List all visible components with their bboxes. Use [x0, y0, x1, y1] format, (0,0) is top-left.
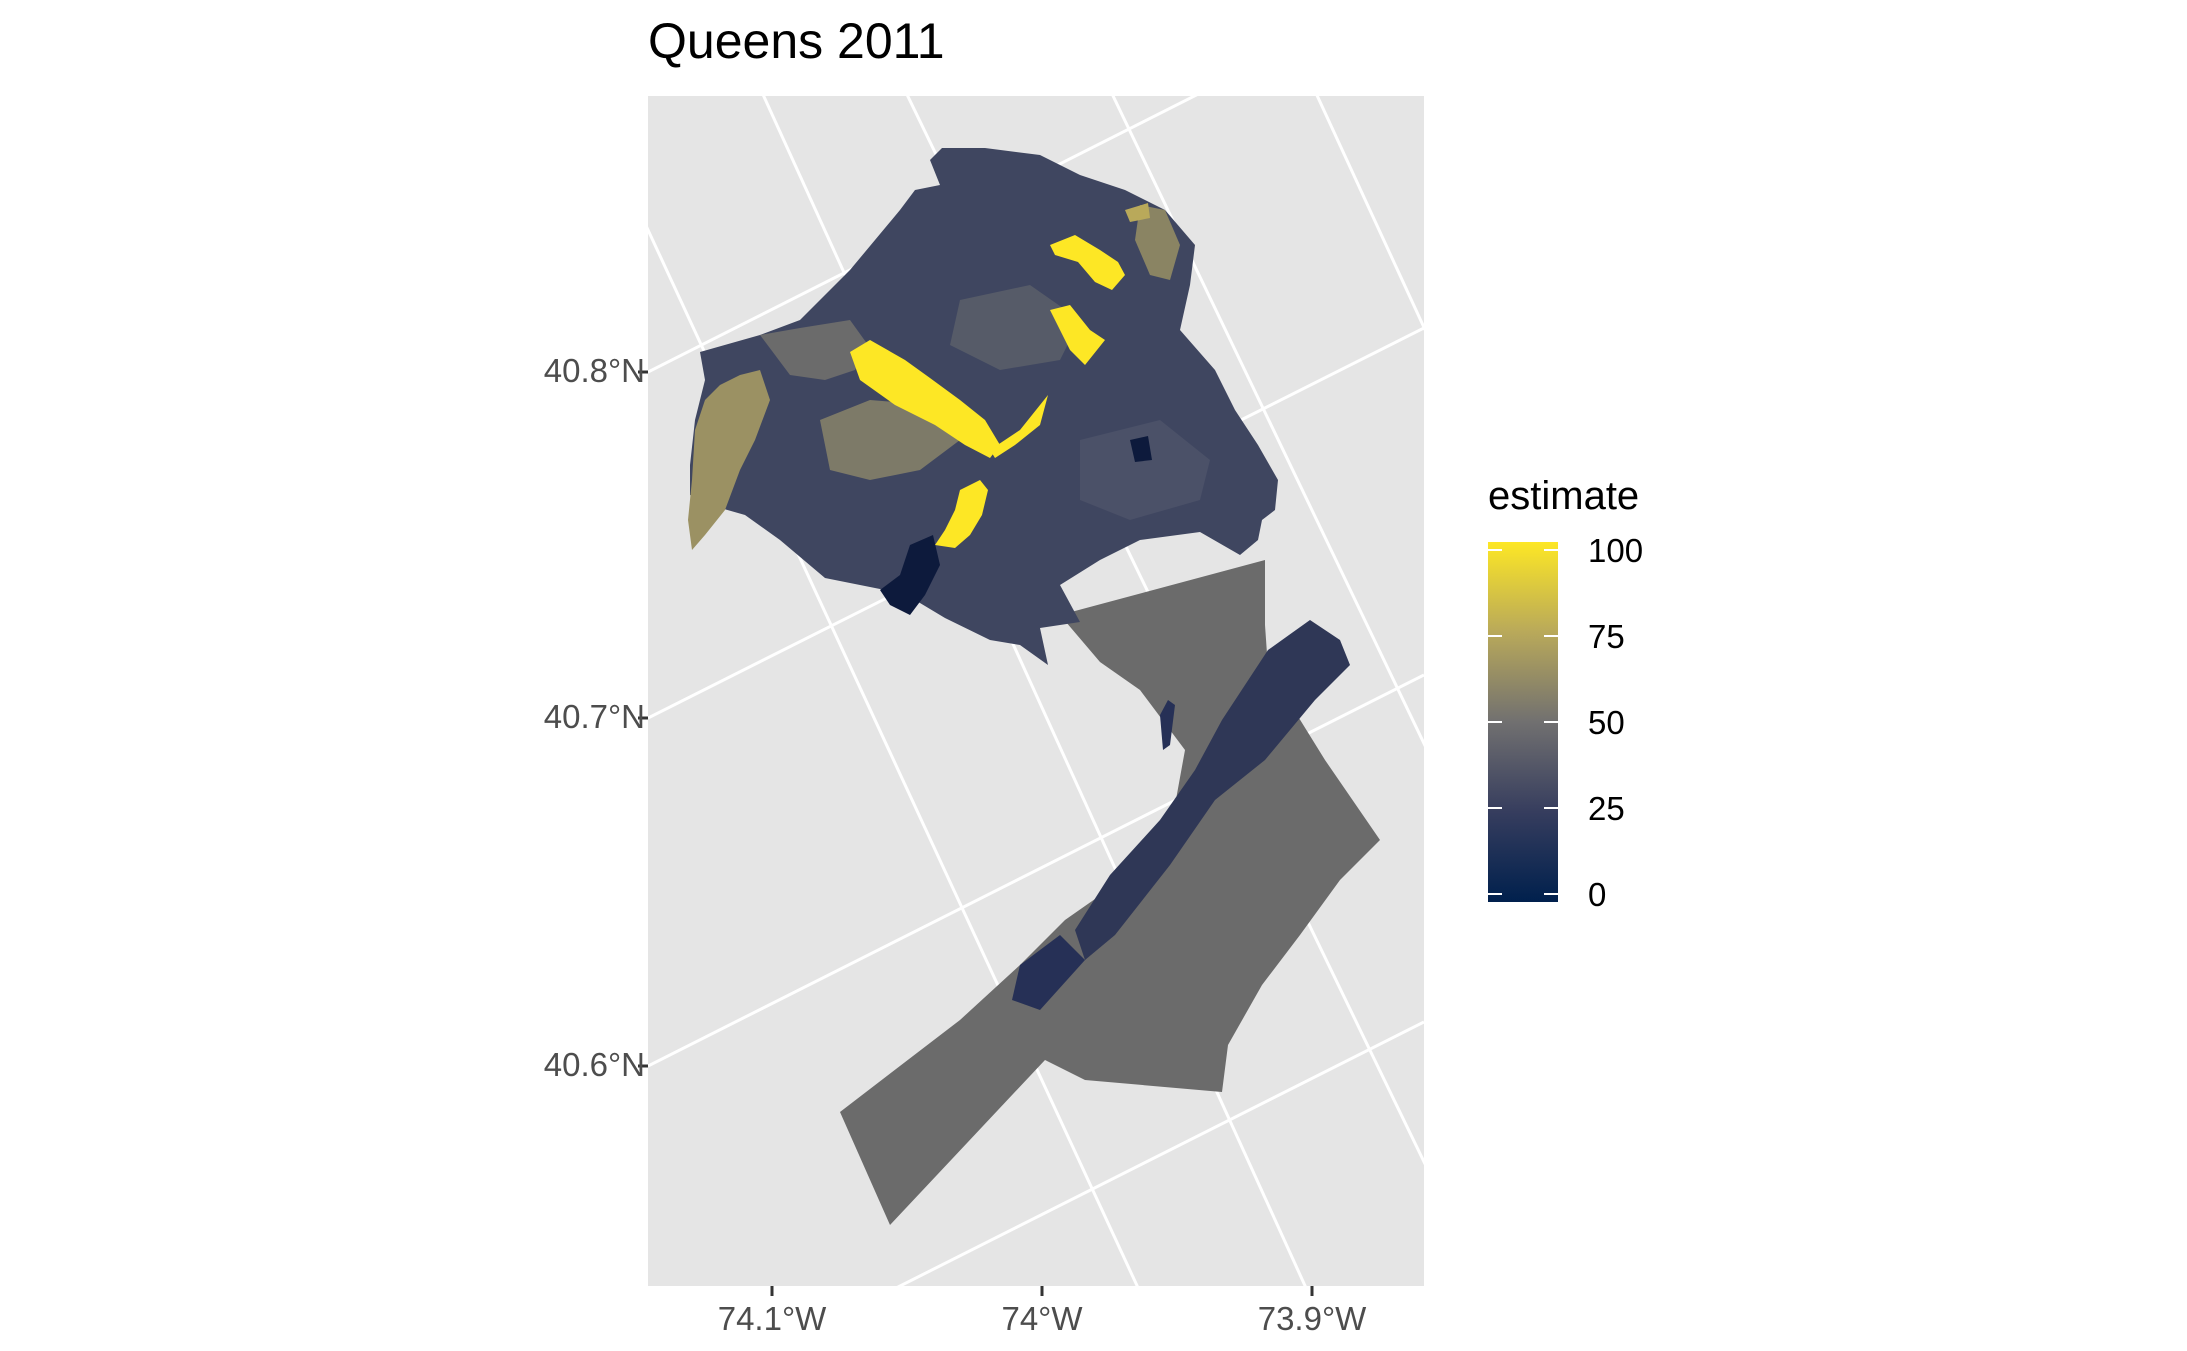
tract-island [1160, 700, 1175, 750]
map-title: Queens 2011 [648, 13, 945, 69]
legend-label-25: 25 [1588, 790, 1625, 827]
legend-label-75: 75 [1588, 618, 1625, 655]
x-label-73-9: 73.9°W [1257, 1300, 1367, 1337]
y-label-40-6: 40.6°N [543, 1046, 645, 1083]
graticule-lon-73-9 [1111, 96, 1424, 747]
legend-ticks [1488, 549, 1558, 895]
graticule-lon-74-1 [762, 96, 1307, 1286]
y-label-40-7: 40.7°N [543, 698, 645, 735]
tract-yellow-south [935, 480, 988, 548]
tract-sw-darkest [880, 535, 940, 615]
legend-label-50: 50 [1588, 704, 1625, 741]
legend-title: estimate [1488, 474, 1640, 518]
graticule-lon-73-8 [1315, 96, 1424, 332]
legend-label-0: 0 [1588, 876, 1607, 913]
tract-yellow-central [850, 340, 1000, 458]
tract-yellow-north-2 [1050, 305, 1105, 365]
tract-east-darkest [1130, 436, 1152, 462]
x-axis [770, 1286, 1314, 1296]
graticule-lat-40-5 [896, 1020, 1424, 1286]
tract-rockaway-blue [1012, 935, 1085, 1010]
y-axis [638, 370, 648, 1068]
tract-center-gray [950, 285, 1080, 370]
x-label-74-1: 74.1°W [717, 1300, 827, 1337]
tract-yellow-connector [990, 395, 1048, 458]
legend-label-100: 100 [1588, 532, 1644, 569]
tract-ne-khaki [1135, 205, 1180, 280]
tract-west-khaki [688, 370, 770, 550]
tract-yellow-north [1050, 235, 1125, 290]
tract-khaki-ne-small [1125, 203, 1150, 222]
graticule-lon-74-2 [648, 226, 1139, 1286]
y-label-40-8: 40.8°N [543, 352, 645, 389]
tract-nw-gray [760, 320, 868, 380]
tract-main-body [690, 148, 1278, 665]
queens-tracts [688, 148, 1380, 1225]
x-label-74-0: 74°W [1001, 1300, 1083, 1337]
tract-rockaway-dark [1075, 620, 1350, 960]
tract-east-slate [1080, 420, 1210, 520]
